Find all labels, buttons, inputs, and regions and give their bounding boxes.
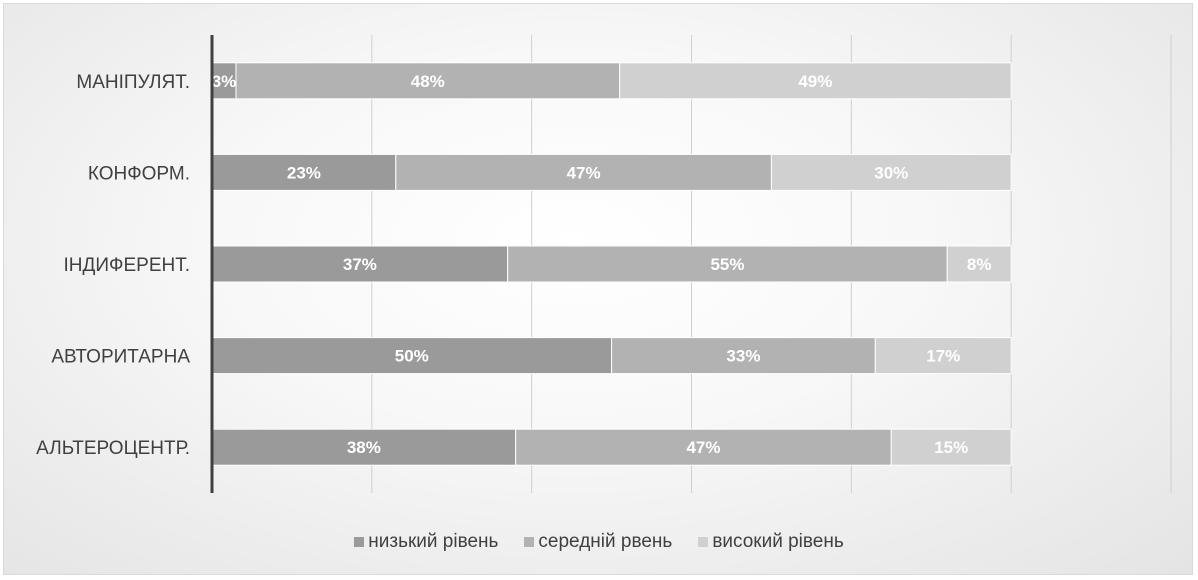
- bar-segment: [946, 245, 1012, 283]
- bar-segment: [890, 428, 1012, 466]
- bar-segment: [235, 62, 621, 100]
- data-label: 47%: [567, 163, 601, 182]
- data-label: 38%: [347, 438, 381, 457]
- data-label: 8%: [967, 255, 992, 274]
- legend-label: середній рвень: [538, 531, 673, 552]
- data-label: 33%: [726, 347, 760, 366]
- bar-segment: [874, 337, 1012, 375]
- chart-legend: низький рівень середній рвень високий ріве…: [0, 531, 1198, 553]
- legend-label: низький рівень: [368, 531, 499, 552]
- category-label: МАНІПУЛЯТ.: [76, 72, 190, 93]
- category-label: АВТОРИТАРНА: [51, 347, 190, 368]
- legend-item: низький рівень: [354, 531, 498, 553]
- legend-swatch: [524, 537, 535, 547]
- legend-item: середній рвень: [524, 531, 672, 553]
- category-label: АЛЬТЕРОЦЕНТР.: [36, 438, 190, 459]
- category-label: КОНФОРМ.: [88, 163, 190, 184]
- bar-segment: [611, 337, 876, 375]
- data-label: 49%: [798, 72, 832, 91]
- legend-item: високий рівень: [698, 531, 844, 553]
- bar-segment: [507, 245, 948, 283]
- bar-segment: [395, 153, 772, 191]
- data-label: 55%: [710, 255, 744, 274]
- legend-swatch: [698, 537, 709, 547]
- data-label: 50%: [395, 347, 429, 366]
- data-label: 15%: [934, 438, 968, 457]
- data-label: 48%: [411, 72, 445, 91]
- data-label: 17%: [926, 347, 960, 366]
- bar-segment: [211, 245, 509, 283]
- bar-segment: [211, 153, 397, 191]
- bar-segment: [619, 62, 1012, 100]
- data-label: 3%: [212, 72, 237, 91]
- legend-label: високий рівень: [712, 531, 844, 552]
- bar-segment: [211, 337, 613, 375]
- legend-swatch: [354, 537, 365, 547]
- category-label: ІНДИФЕРЕНТ.: [64, 255, 191, 276]
- data-label: 47%: [686, 438, 720, 457]
- data-label: 30%: [874, 163, 908, 182]
- data-label: 23%: [287, 163, 321, 182]
- data-label: 37%: [343, 255, 377, 274]
- bar-segment: [515, 428, 892, 466]
- bar-segment: [770, 153, 1012, 191]
